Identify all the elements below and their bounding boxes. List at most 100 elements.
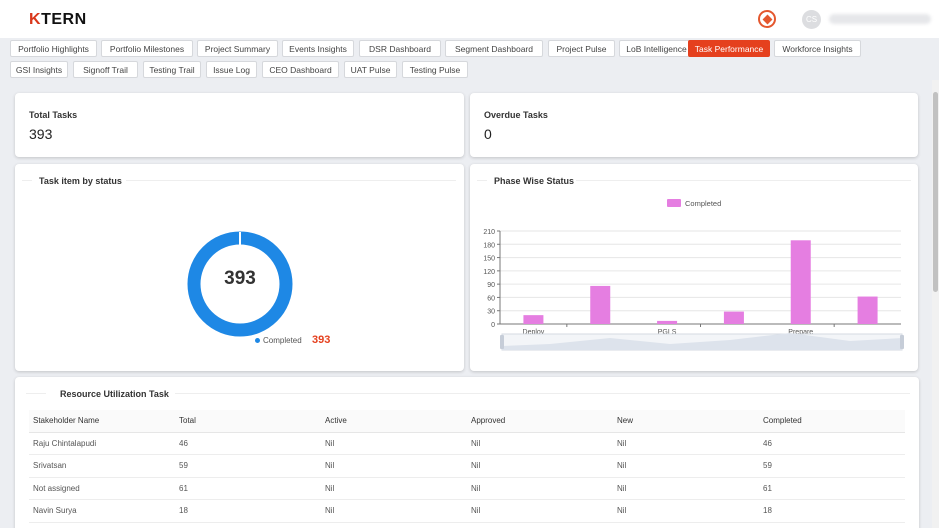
- table-cell: Nil: [613, 477, 759, 500]
- top-bar: KTERN CS: [0, 0, 939, 38]
- x-tick-label: PGLS: [658, 329, 677, 336]
- table-cell: 59: [175, 454, 321, 478]
- y-tick-label: 210: [483, 229, 495, 236]
- bar-completed[interactable]: [723, 311, 744, 324]
- bar-completed[interactable]: [657, 320, 678, 324]
- table-cell: Nil: [467, 454, 613, 478]
- completed-legend-dot: [255, 338, 260, 343]
- tab-testing-pulse[interactable]: Testing Pulse: [402, 61, 468, 78]
- y-tick-label: 90: [487, 282, 495, 289]
- completed-legend-label[interactable]: Completed: [263, 336, 302, 345]
- phase-status-title: Phase Wise Status: [494, 176, 574, 186]
- table-cell: Nil: [321, 454, 467, 478]
- x-tick-label: Deploy: [523, 329, 545, 336]
- table-cell: Navin Surya: [29, 499, 175, 523]
- title-divider: [175, 393, 910, 394]
- y-tick-label: 120: [483, 269, 495, 276]
- table-cell: Nil: [467, 432, 613, 455]
- column-header[interactable]: Approved: [467, 410, 613, 433]
- overdue-tasks-value: 0: [484, 126, 492, 142]
- overdue-tasks-card: Overdue Tasks 0: [470, 93, 918, 157]
- table-cell: Srivatsan: [29, 454, 175, 478]
- tab-portfolio-milestones[interactable]: Portfolio Milestones: [101, 40, 193, 57]
- tab-workforce-insights[interactable]: Workforce Insights: [774, 40, 861, 57]
- user-avatar[interactable]: CS: [802, 10, 821, 29]
- resource-utilization-title: Resource Utilization Task: [60, 389, 169, 399]
- tab-task-performance[interactable]: Task Performance: [688, 40, 770, 57]
- total-tasks-value: 393: [29, 126, 53, 142]
- y-tick-label: 0: [491, 322, 495, 329]
- column-header[interactable]: Total: [175, 410, 321, 433]
- tab-uat-pulse[interactable]: UAT Pulse: [344, 61, 397, 78]
- tab-portfolio-highlights[interactable]: Portfolio Highlights: [10, 40, 97, 57]
- zoom-slider-preview: [502, 333, 902, 350]
- org-icon[interactable]: [758, 10, 776, 28]
- tab-lob-intelligence[interactable]: LoB Intelligence: [619, 40, 694, 57]
- table-cell: 61: [759, 477, 905, 500]
- tab-events-insights[interactable]: Events Insights: [282, 40, 354, 57]
- zoom-handle-right[interactable]: [900, 335, 904, 349]
- y-tick-label: 60: [487, 295, 495, 302]
- column-header[interactable]: Completed: [759, 410, 905, 433]
- table-cell: Nil: [467, 499, 613, 523]
- table-cell: 59: [759, 454, 905, 478]
- ktern-logo[interactable]: KTERN: [29, 11, 87, 28]
- bar-completed[interactable]: [590, 285, 611, 324]
- table-row[interactable]: Navin Surya 18 Nil Nil Nil 18: [29, 499, 905, 523]
- task-status-title: Task item by status: [39, 176, 122, 186]
- user-name-blurred[interactable]: [829, 14, 931, 24]
- tab-testing-trail[interactable]: Testing Trail: [143, 61, 201, 78]
- tab-dsr-dashboard[interactable]: DSR Dashboard: [359, 40, 441, 57]
- page-scrollbar-track[interactable]: [932, 80, 939, 528]
- y-tick-label: 150: [483, 256, 495, 263]
- tab-ceo-dashboard[interactable]: CEO Dashboard: [262, 61, 339, 78]
- table-cell: Nil: [321, 499, 467, 523]
- table-cell: Not assigned: [29, 477, 175, 500]
- title-divider: [477, 180, 487, 181]
- bar-completed[interactable]: [523, 315, 544, 324]
- tab-project-summary[interactable]: Project Summary: [197, 40, 278, 57]
- tab-issue-log[interactable]: Issue Log: [206, 61, 257, 78]
- table-row[interactable]: Srivatsan 59 Nil Nil Nil 59: [29, 454, 905, 478]
- total-tasks-card: Total Tasks 393: [15, 93, 464, 157]
- table-cell: 18: [175, 499, 321, 523]
- task-status-card: [15, 164, 464, 371]
- tab-gsi-insights[interactable]: GSI Insights: [10, 61, 68, 78]
- title-divider: [126, 180, 456, 181]
- tab-project-pulse[interactable]: Project Pulse: [548, 40, 615, 57]
- resource-utilization-table: Stakeholder Name Total Active Approved New Co…: [29, 410, 905, 523]
- title-divider: [26, 393, 46, 394]
- column-header[interactable]: New: [613, 410, 759, 433]
- y-tick-label: 30: [487, 309, 495, 316]
- total-tasks-label: Total Tasks: [29, 110, 78, 120]
- title-divider: [576, 180, 911, 181]
- overdue-tasks-label: Overdue Tasks: [484, 110, 548, 120]
- zoom-handle-left[interactable]: [500, 335, 504, 349]
- table-cell: Nil: [321, 477, 467, 500]
- x-tick-label: Prepare: [788, 329, 813, 336]
- table-row[interactable]: Raju Chintalapudi 46 Nil Nil Nil 46: [29, 432, 905, 455]
- column-header[interactable]: Stakeholder Name: [29, 410, 175, 433]
- title-divider: [22, 180, 32, 181]
- y-tick-label: 180: [483, 242, 495, 249]
- table-cell: Nil: [613, 499, 759, 523]
- table-cell: 46: [175, 432, 321, 455]
- table-cell: Nil: [321, 432, 467, 455]
- table-cell: 18: [759, 499, 905, 523]
- table-cell: Nil: [467, 477, 613, 500]
- bar-completed[interactable]: [857, 296, 878, 324]
- table-cell: Nil: [613, 454, 759, 478]
- completed-legend-value: 393: [312, 334, 331, 346]
- table-cell: Nil: [613, 432, 759, 455]
- bar-legend-swatch[interactable]: [667, 199, 681, 207]
- table-row[interactable]: Not assigned 61 Nil Nil Nil 61: [29, 477, 905, 500]
- column-header[interactable]: Active: [321, 410, 467, 433]
- bar-completed[interactable]: [790, 240, 811, 324]
- tab-segment-dashboard[interactable]: Segment Dashboard: [445, 40, 543, 57]
- donut-center-value: 393: [224, 268, 256, 289]
- tab-signoff-trail[interactable]: Signoff Trail: [73, 61, 138, 78]
- bar-legend-label[interactable]: Completed: [685, 199, 722, 208]
- status-donut-chart[interactable]: [186, 230, 294, 338]
- page-scrollbar-thumb[interactable]: [933, 92, 938, 292]
- table-cell: 46: [759, 432, 905, 455]
